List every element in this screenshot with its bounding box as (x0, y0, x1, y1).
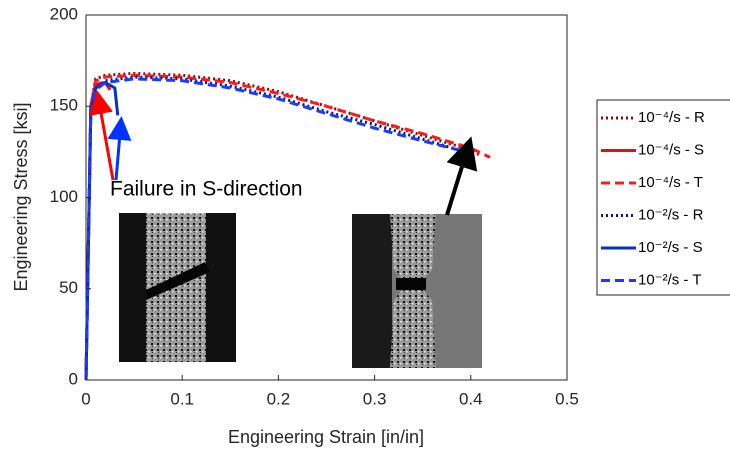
legend-label: 10⁻⁴/s - T (638, 174, 703, 191)
x-tick-label: 0.2 (267, 389, 291, 408)
x-axis-label: Engineering Strain [in/in] (228, 427, 424, 447)
legend-label: 10⁻⁴/s - R (638, 109, 705, 126)
x-tick-label: 0.4 (459, 389, 483, 408)
annotation: Failure in S-direction (110, 178, 303, 201)
arrow (107, 116, 132, 181)
y-tick-label: 50 (59, 278, 78, 297)
x-tick-label: 0.3 (363, 389, 387, 408)
photo-left (119, 213, 236, 362)
x-tick-label: 0 (81, 389, 90, 408)
y-tick-label: 200 (50, 4, 78, 23)
y-tick-label: 150 (50, 96, 78, 115)
arrow (89, 90, 115, 181)
series-line (84, 75, 472, 381)
x-tick-label: 0.1 (170, 389, 194, 408)
legend-label: 10⁻²/s - T (638, 271, 702, 288)
x-tick-label: 0.5 (555, 389, 579, 408)
photo-right (352, 214, 482, 368)
legend-label: 10⁻⁴/s - S (638, 141, 704, 158)
series-line (84, 73, 491, 381)
series-line (84, 71, 482, 381)
y-tick-label: 0 (69, 369, 78, 388)
arrow (445, 136, 478, 216)
y-tick-label: 100 (50, 187, 78, 206)
legend-label: 10⁻²/s - R (638, 206, 704, 223)
y-axis-label: Engineering Stress [ksi] (11, 102, 31, 291)
legend-box (596, 99, 730, 296)
legend-label: 10⁻²/s - S (638, 239, 703, 256)
